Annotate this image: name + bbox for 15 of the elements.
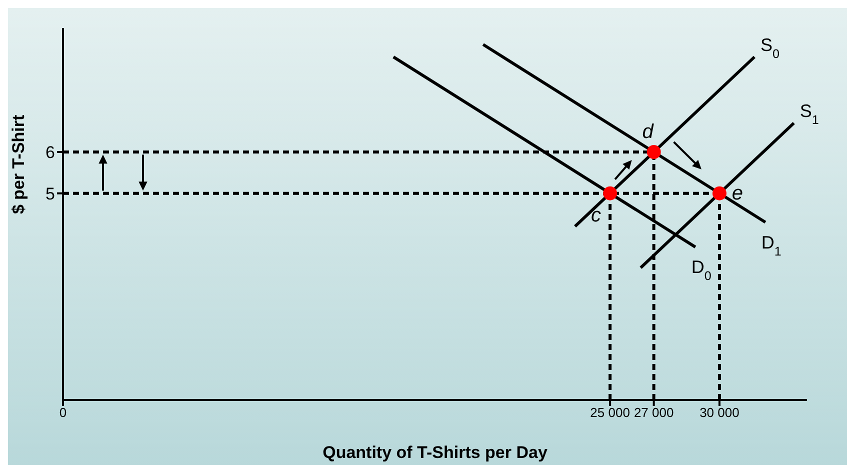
x-axis-title: Quantity of T-Shirts per Day: [322, 443, 548, 462]
y-tick-label: 6: [46, 143, 55, 162]
annotation: c: [591, 204, 602, 226]
y-tick-label: 5: [46, 184, 55, 204]
series-label: S$_{1}$: [800, 101, 819, 128]
series-label: S$_{0}$: [760, 34, 780, 61]
x-tick-label: 0: [59, 405, 67, 420]
series-label: D$_{1}$: [761, 232, 782, 258]
annotation: e: [732, 182, 744, 204]
series-label: D$_{0}$: [691, 257, 712, 284]
x-tick-label: 30 000: [700, 405, 740, 420]
annotation: d: [642, 121, 654, 143]
y-axis-title: $ per T-Shirt: [9, 114, 28, 214]
x-tick-label: 27 000: [634, 405, 674, 420]
x-tick-label: 25 000: [590, 405, 630, 420]
